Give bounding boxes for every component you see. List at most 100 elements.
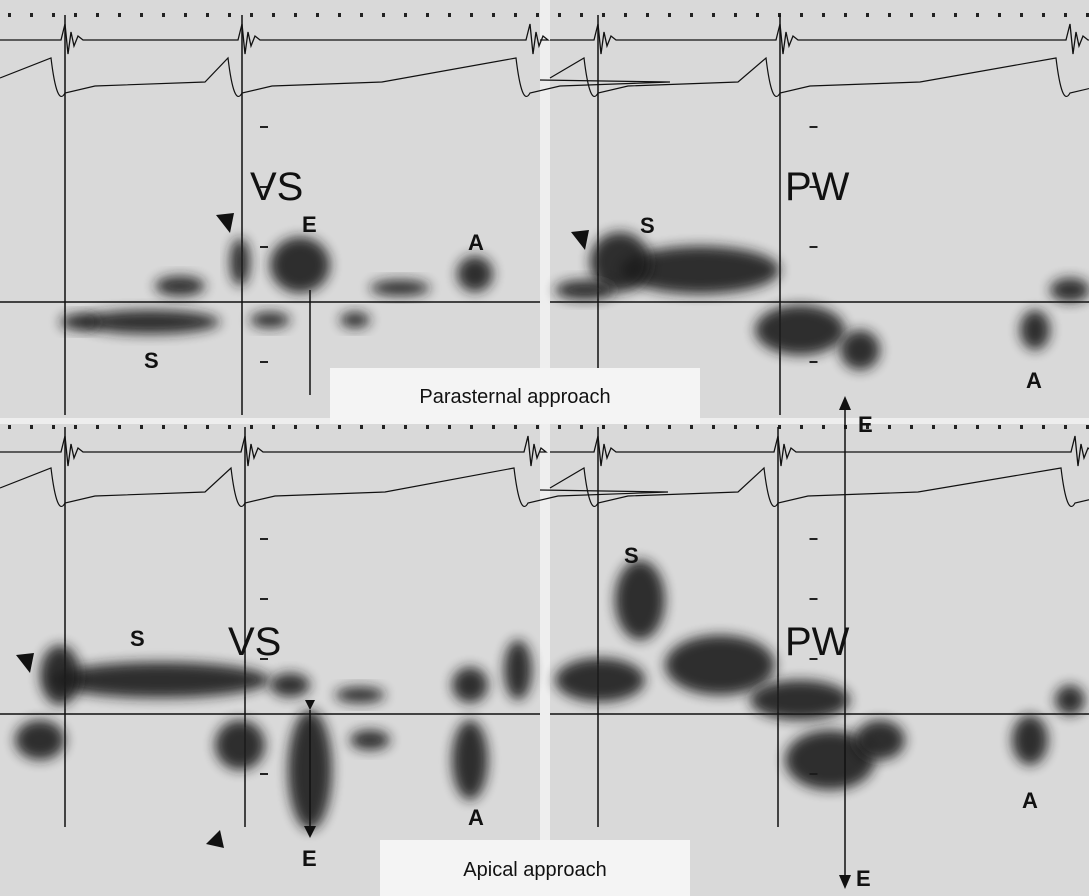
doppler-signal xyxy=(1012,715,1048,765)
time-dot xyxy=(206,13,209,17)
arrowhead xyxy=(304,826,316,838)
ecg-trace xyxy=(550,23,1089,55)
time-dot xyxy=(250,425,253,429)
pulse-trace xyxy=(0,466,669,508)
time-dot xyxy=(448,425,451,429)
panel-gap xyxy=(540,0,550,896)
doppler-signal xyxy=(590,232,650,292)
time-dot xyxy=(360,425,363,429)
arrowhead xyxy=(839,875,851,889)
doppler-signal xyxy=(1050,278,1089,302)
wave-label: S xyxy=(624,543,639,568)
time-dot xyxy=(888,13,891,17)
doppler-signal xyxy=(60,314,100,330)
wall-label: VS xyxy=(228,620,281,664)
time-dot xyxy=(162,13,165,17)
doppler-signal xyxy=(504,640,532,700)
doppler-signal xyxy=(350,730,390,750)
wave-label: E xyxy=(302,212,317,237)
doppler-signal xyxy=(1020,310,1050,350)
time-dot xyxy=(294,13,297,17)
time-dot xyxy=(448,13,451,17)
time-dot xyxy=(118,13,121,17)
ecg-trace xyxy=(0,435,548,467)
time-dot xyxy=(272,13,275,17)
time-dot xyxy=(360,13,363,17)
time-dot xyxy=(426,425,429,429)
doppler-signal xyxy=(615,560,665,640)
time-dot xyxy=(52,13,55,17)
time-dot xyxy=(426,13,429,17)
time-dot xyxy=(228,13,231,17)
time-dot xyxy=(294,425,297,429)
time-dot xyxy=(932,425,935,429)
time-dot xyxy=(1020,13,1023,17)
doppler-traces xyxy=(0,13,1089,889)
wave-label: A xyxy=(468,230,484,255)
time-dot xyxy=(1042,425,1045,429)
time-dot xyxy=(910,425,913,429)
wave-label: S xyxy=(130,626,145,651)
doppler-signal xyxy=(215,720,265,770)
time-dot xyxy=(96,13,99,17)
time-dot xyxy=(30,425,33,429)
wave-label: A xyxy=(468,805,484,830)
time-dot xyxy=(998,425,1001,429)
doppler-signal xyxy=(785,730,875,790)
time-dot xyxy=(184,13,187,17)
ecg-trace xyxy=(0,23,550,55)
time-dot xyxy=(316,425,319,429)
doppler-signal xyxy=(840,330,880,370)
wave-label: A xyxy=(1022,788,1038,813)
doppler-signal xyxy=(340,312,370,328)
time-dot xyxy=(558,13,561,17)
doppler-signal xyxy=(665,635,775,695)
time-dot xyxy=(1086,425,1089,429)
doppler-signal xyxy=(270,237,330,293)
time-dot xyxy=(888,425,891,429)
time-dot xyxy=(52,425,55,429)
time-dot xyxy=(1064,425,1067,429)
time-dot xyxy=(866,425,869,429)
time-dot xyxy=(1086,13,1089,17)
time-dot xyxy=(514,13,517,17)
time-dot xyxy=(184,425,187,429)
time-dot xyxy=(800,425,803,429)
time-dot xyxy=(580,13,583,17)
wave-label: E xyxy=(856,866,871,891)
time-dot xyxy=(30,13,33,17)
time-dot xyxy=(206,425,209,429)
time-dot xyxy=(800,13,803,17)
arrowhead xyxy=(839,396,851,410)
time-dot xyxy=(492,13,495,17)
time-dot xyxy=(382,13,385,17)
time-dot xyxy=(954,13,957,17)
doppler-signal xyxy=(755,305,845,355)
arrowhead xyxy=(305,700,315,710)
time-dot xyxy=(536,13,539,17)
time-dot xyxy=(998,13,1001,17)
doppler-signal xyxy=(452,720,488,800)
time-dot xyxy=(338,425,341,429)
time-dot xyxy=(822,13,825,17)
doppler-signal xyxy=(750,680,850,720)
time-dot xyxy=(8,425,11,429)
time-dot xyxy=(756,425,759,429)
time-dot xyxy=(140,425,143,429)
doppler-signal xyxy=(15,720,65,760)
time-dot xyxy=(646,425,649,429)
time-dot xyxy=(954,425,957,429)
doppler-signal xyxy=(1055,685,1085,715)
time-dot xyxy=(734,425,737,429)
doppler-signal xyxy=(40,645,80,705)
doppler-signal xyxy=(555,280,615,300)
time-dot xyxy=(910,13,913,17)
time-dot xyxy=(712,425,715,429)
time-dot xyxy=(602,13,605,17)
doppler-signal xyxy=(230,238,250,286)
time-dot xyxy=(690,425,693,429)
approach-caption: Parasternal approach xyxy=(419,386,610,408)
caption-box xyxy=(380,840,690,896)
time-dot xyxy=(162,425,165,429)
time-dot xyxy=(1042,13,1045,17)
